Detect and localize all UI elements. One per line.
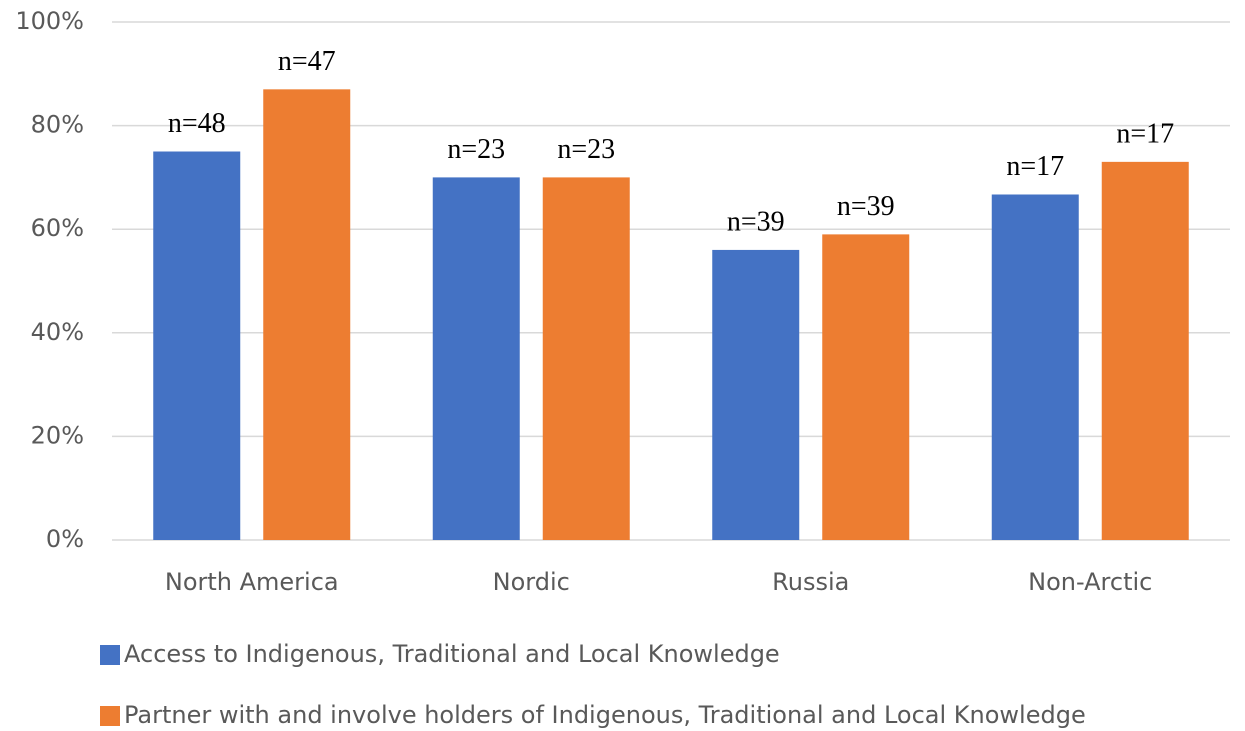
y-tick-label: 80% (31, 111, 84, 139)
data-label: n=48 (168, 108, 226, 139)
bar (153, 151, 241, 540)
legend-swatch (100, 706, 120, 726)
y-tick-label: 0% (46, 525, 84, 553)
bar (542, 177, 630, 540)
data-label: n=17 (1116, 118, 1174, 149)
y-tick-label: 60% (31, 214, 84, 242)
data-label: n=17 (1006, 151, 1064, 182)
legend-label: Access to Indigenous, Traditional and Lo… (124, 640, 780, 668)
data-label: n=47 (278, 46, 336, 77)
y-tick-label: 20% (31, 421, 84, 449)
legend-label: Partner with and involve holders of Indi… (124, 701, 1086, 729)
x-tick-label: North America (165, 568, 339, 596)
bar (822, 234, 910, 540)
bar (712, 249, 800, 541)
x-tick-label: Nordic (493, 568, 570, 596)
data-label: n=23 (447, 134, 505, 165)
x-tick-label: Russia (772, 568, 849, 596)
bar (1101, 161, 1189, 541)
data-label: n=39 (837, 191, 895, 222)
bar (432, 177, 520, 540)
y-tick-label: 40% (31, 318, 84, 346)
x-tick-label: Non-Arctic (1028, 568, 1152, 596)
data-label: n=23 (557, 134, 615, 165)
data-label: n=39 (727, 206, 785, 237)
bar (263, 89, 351, 540)
y-tick-label: 100% (15, 7, 84, 35)
bar (991, 194, 1079, 540)
legend-swatch (100, 645, 120, 665)
